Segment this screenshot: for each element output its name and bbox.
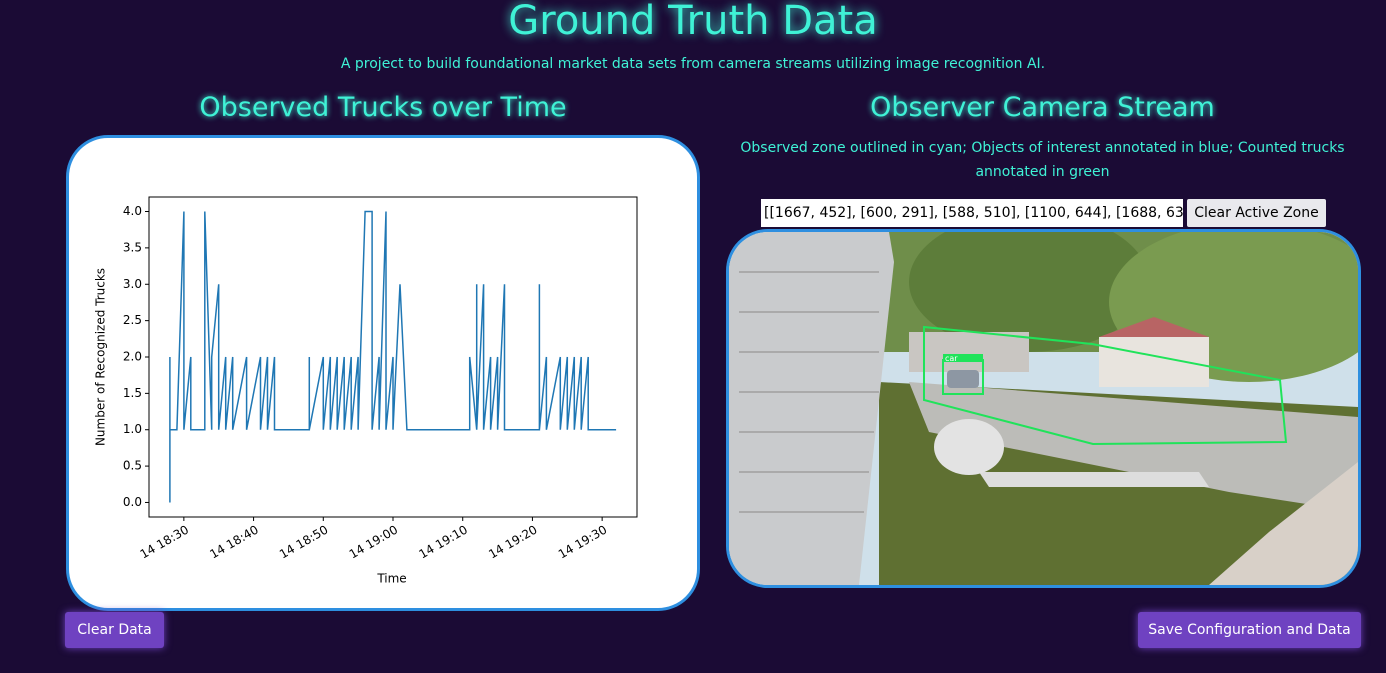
x-tick-label: 14 18:50 [277,523,330,562]
chart: Time Number of Recognized Trucks 0.0 0.5 1… [94,196,638,586]
clear-zone-button[interactable]: Clear Active Zone [1187,199,1326,227]
x-tick-label: 14 18:40 [207,523,260,562]
y-tick-label: 0.0 [123,495,142,509]
clear-data-button[interactable]: Clear Data [65,612,164,648]
x-tick-label: 14 19:10 [416,523,469,562]
zone-input[interactable]: [[1667, 452], [600, 291], [588, 510], [1… [761,199,1183,227]
save-button[interactable]: Save Configuration and Data [1138,612,1361,648]
y-axis-label: Number of Recognized Trucks [94,268,108,446]
y-tick-label: 2.5 [123,313,142,327]
y-tick-label: 3.0 [123,277,142,291]
y-tick-label: 1.5 [123,386,142,400]
subtitle: A project to build foundational market d… [340,56,1046,72]
page-title: Ground Truth Data [508,0,878,44]
x-axis-label: Time [376,572,406,586]
camera-image: car [729,232,1358,585]
x-tick-label: 14 19:00 [347,523,400,562]
x-tick-label: 14 18:30 [138,523,191,562]
y-tick-label: 4.0 [123,204,142,218]
y-tick-label: 3.5 [123,240,142,254]
detection-label: car [945,354,958,363]
x-tick-label: 14 19:20 [486,523,539,562]
chart-heading: Observed Trucks over Time [199,92,567,123]
stream-heading: Observer Camera Stream [870,92,1215,123]
camera-stream: car [726,229,1361,588]
y-tick-label: 1.0 [123,422,142,436]
y-tick-label: 2.0 [123,350,142,364]
x-tick-label: 14 19:30 [556,523,609,562]
chart-panel: Time Number of Recognized Trucks 0.0 0.5 1… [66,135,700,611]
stream-caption: Observed zone outlined in cyan; Objects … [740,140,1345,180]
y-tick-label: 0.5 [123,459,142,473]
data-line [169,210,617,503]
